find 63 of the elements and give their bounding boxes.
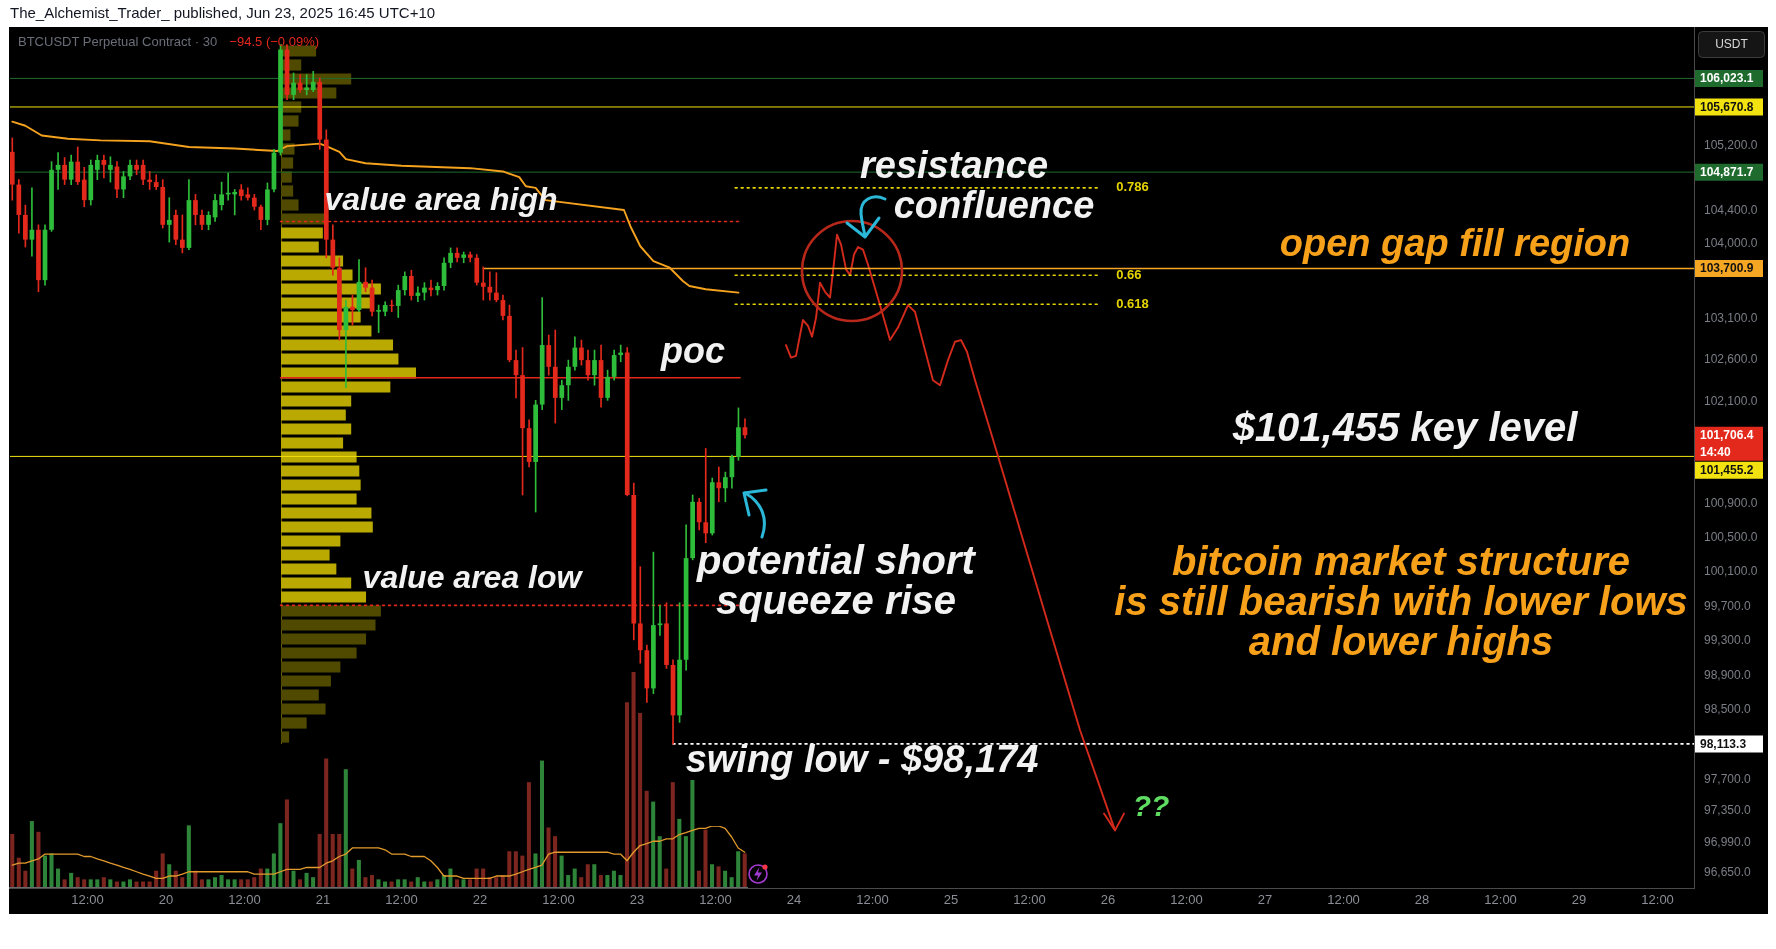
text: BTCUSDT Perpetual Contract · 30 bbox=[18, 33, 218, 49]
y-tick-label: 102,100.0 bbox=[1704, 394, 1758, 409]
y-axis-title: USDT bbox=[1715, 37, 1749, 52]
annotation: swing low - $98,174 bbox=[685, 738, 1039, 781]
annotation: value area low bbox=[362, 558, 584, 595]
y-tick-label: 96,650.0 bbox=[1704, 865, 1752, 880]
y-tick-label: 97,700.0 bbox=[1704, 772, 1752, 787]
y-tick-label: 104,000.0 bbox=[1704, 236, 1758, 251]
y-tick-label: 100,500.0 bbox=[1704, 529, 1758, 544]
annotation: potential short squeeze rise bbox=[696, 538, 977, 623]
y-tick-label: 99,700.0 bbox=[1704, 598, 1752, 613]
text: The_Alchemist_Trader_ published, Jun 23, 2025 16:45 UTC+10 bbox=[10, 4, 436, 22]
data-label: 98,113.3 bbox=[1700, 736, 1747, 751]
y-tick-label: 105,200.0 bbox=[1704, 137, 1758, 152]
annotation: resistance bbox=[859, 144, 1049, 187]
y-tick-label: 96,990.0 bbox=[1704, 835, 1752, 850]
annotation: confluence bbox=[893, 184, 1095, 227]
y-tick-label: 102,600.0 bbox=[1704, 352, 1758, 367]
y-tick-label: 100,900.0 bbox=[1704, 495, 1758, 510]
text: 101,706.4 bbox=[1700, 428, 1754, 442]
annotation: bitcoin market structure is still bearish with lower lows and lower highs bbox=[1114, 539, 1688, 664]
x-tick-label: 26 bbox=[1100, 892, 1116, 908]
x-tick-label: 12:00 bbox=[1641, 892, 1674, 908]
y-tick-label: 99,300.0 bbox=[1704, 633, 1752, 648]
x-tick-label: 12:00 bbox=[1484, 892, 1517, 908]
x-tick-label: 12:00 bbox=[1170, 892, 1203, 908]
annotation: ?? bbox=[1132, 789, 1170, 823]
y-tick-label: 98,500.0 bbox=[1704, 702, 1752, 717]
x-tick-label: 23 bbox=[629, 892, 645, 908]
series-label: 0.618 bbox=[1116, 295, 1149, 311]
x-tick-label: 21 bbox=[315, 892, 331, 908]
y-tick-label: 97,350.0 bbox=[1704, 803, 1752, 818]
x-tick-label: 12:00 bbox=[1013, 892, 1046, 908]
y-tick-label: 103,100.0 bbox=[1704, 310, 1758, 325]
x-tick-label: 22 bbox=[472, 892, 488, 908]
annotation: $101,455 key level bbox=[1231, 405, 1579, 450]
data-label: 103,700.9 bbox=[1700, 261, 1754, 276]
x-tick-label: 20 bbox=[158, 892, 174, 908]
y-tick-label: 100,100.0 bbox=[1704, 564, 1758, 579]
x-tick-label: 27 bbox=[1257, 892, 1273, 908]
x-tick-label: 29 bbox=[1571, 892, 1587, 908]
y-tick-label: 98,900.0 bbox=[1704, 667, 1752, 682]
x-tick-label: 12:00 bbox=[228, 892, 261, 908]
series-label: 0.66 bbox=[1116, 266, 1142, 282]
ref-line-label: 101,455.2 bbox=[1700, 463, 1754, 477]
x-tick-label: 12:00 bbox=[71, 892, 104, 908]
x-tick-label: 12:00 bbox=[385, 892, 418, 908]
annotation: open gap fill region bbox=[1279, 222, 1631, 265]
ref-line-label: 106,023.1 bbox=[1700, 71, 1754, 86]
x-tick-label: 12:00 bbox=[1327, 892, 1360, 908]
text: 14:40 bbox=[1700, 445, 1732, 459]
annotation: poc bbox=[659, 329, 726, 371]
text: −94.5 (−0.09%) bbox=[229, 33, 320, 49]
x-tick-label: 12:00 bbox=[699, 892, 732, 908]
x-tick-label: 28 bbox=[1414, 892, 1430, 908]
ref-line-label: 104,871.7 bbox=[1700, 164, 1754, 179]
series-label: 0.786 bbox=[1116, 179, 1149, 195]
x-tick-label: 12:00 bbox=[542, 892, 575, 908]
y-tick-label: 104,400.0 bbox=[1704, 203, 1758, 218]
x-tick-label: 25 bbox=[943, 892, 959, 908]
x-tick-label: 24 bbox=[786, 892, 802, 908]
x-tick-label: 12:00 bbox=[856, 892, 889, 908]
ref-line-label: 105,670.8 bbox=[1700, 99, 1754, 114]
